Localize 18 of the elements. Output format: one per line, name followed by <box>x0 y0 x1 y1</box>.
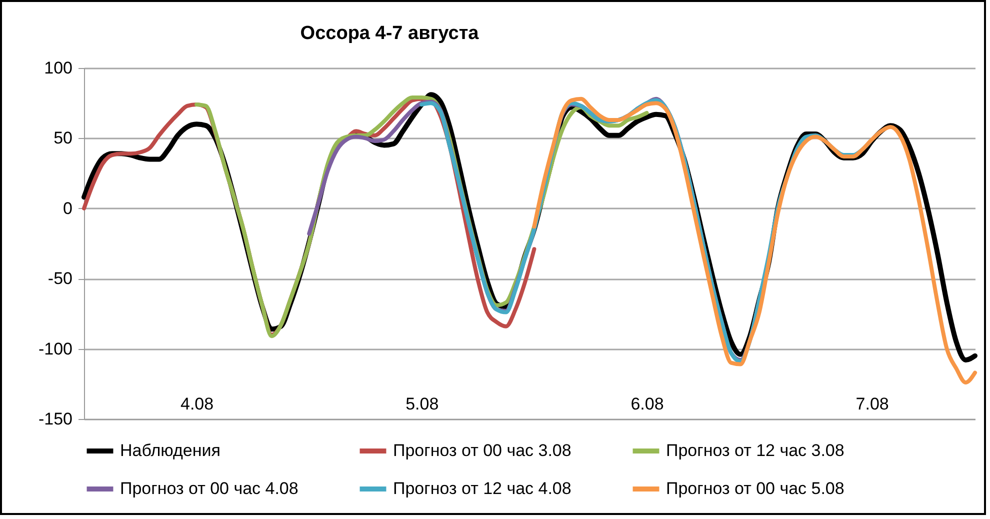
line-series <box>532 96 977 384</box>
y-tick-label: 100 <box>44 58 72 78</box>
y-tick-label: -50 <box>48 269 72 288</box>
legend-label: Прогноз от 12 час 4.08 <box>393 479 572 498</box>
legend-label: Наблюдения <box>120 441 220 460</box>
y-tick-label: -100 <box>38 339 72 358</box>
legend-label: Прогноз от 12 час 3.08 <box>666 441 844 460</box>
legend-label: Прогноз от 00 час 4.08 <box>120 479 298 498</box>
y-tick-label: -150 <box>38 410 72 428</box>
legend-label: Прогноз от 00 час 5.08 <box>666 479 844 498</box>
x-tick-label: 5.08 <box>406 394 439 414</box>
chart-title: Оссора 4-7 августа <box>300 23 480 44</box>
y-tick-label: 0 <box>63 198 72 218</box>
y-tick-label: 50 <box>54 128 72 148</box>
legend-label: Прогноз от 00 час 3.08 <box>393 441 572 460</box>
x-tick-label: 7.08 <box>856 394 889 414</box>
x-tick-label: 6.08 <box>630 394 664 414</box>
x-tick-label: 4.08 <box>180 394 214 414</box>
